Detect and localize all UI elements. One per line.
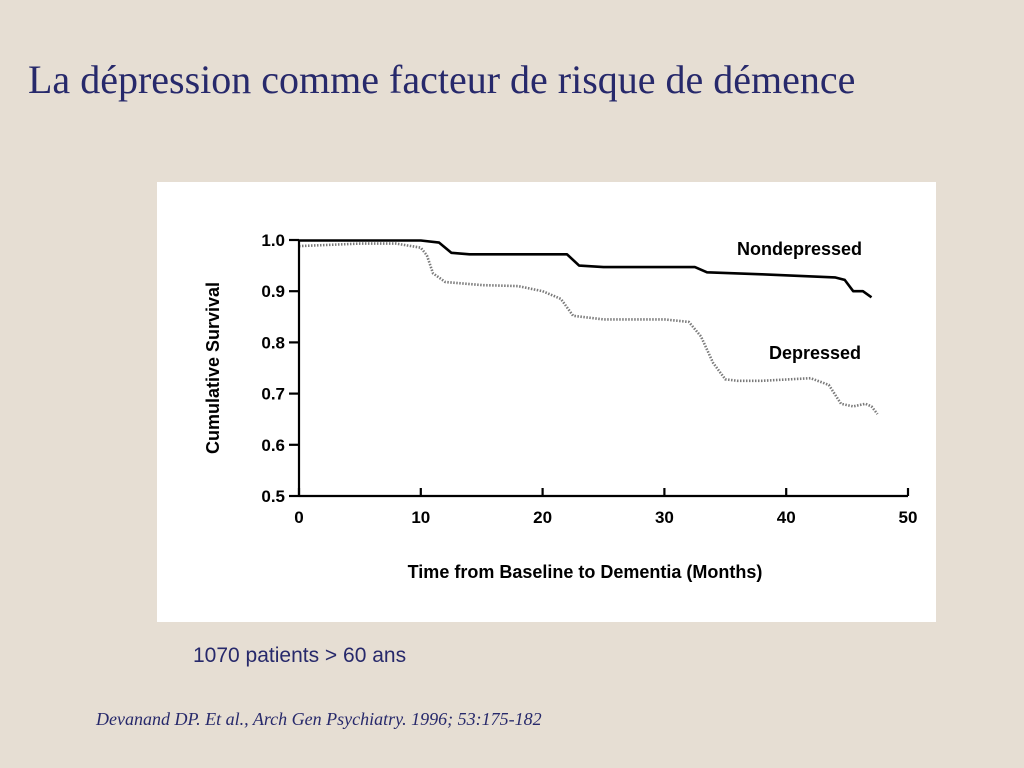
patient-count-note: 1070 patients > 60 ans — [193, 644, 407, 667]
x-tick-label: 20 — [533, 508, 552, 527]
x-tick-label: 10 — [411, 508, 430, 527]
citation: Devanand DP. Et al., Arch Gen Psychiatry… — [96, 709, 542, 729]
series-line-depressed — [298, 242, 879, 415]
survival-chart: 0 10 20 30 40 50 0.5 0.6 0.7 0.8 0.9 1.0 Cumulative… — [157, 182, 936, 622]
y-axis-label: Cumulative Survival — [203, 282, 223, 454]
y-tick-label: 0.7 — [261, 385, 285, 404]
y-tick-label: 0.9 — [261, 282, 285, 301]
slide-title: La dépression comme facteur de risque de… — [28, 57, 856, 102]
y-tick-label: 1.0 — [261, 231, 285, 250]
y-tick-label: 0.8 — [261, 333, 285, 352]
plot-lines — [298, 239, 879, 415]
series-label-nondepressed: Nondepressed — [737, 239, 862, 259]
x-tick-label: 50 — [899, 508, 918, 527]
series-line-nondepressed — [299, 239, 873, 299]
series-label-depressed: Depressed — [769, 343, 861, 363]
x-tick-label: 0 — [294, 508, 303, 527]
survival-chart-svg: 0 10 20 30 40 50 0.5 0.6 0.7 0.8 0.9 1.0 Cumulative… — [203, 231, 917, 582]
y-tick-label: 0.6 — [261, 436, 285, 455]
axis-ticks: 0 10 20 30 40 50 0.5 0.6 0.7 0.8 0.9 1.0 — [261, 231, 917, 527]
x-axis-label: Time from Baseline to Dementia (Months) — [408, 562, 763, 582]
x-tick-label: 30 — [655, 508, 674, 527]
x-tick-label: 40 — [777, 508, 796, 527]
y-tick-label: 0.5 — [261, 487, 285, 506]
